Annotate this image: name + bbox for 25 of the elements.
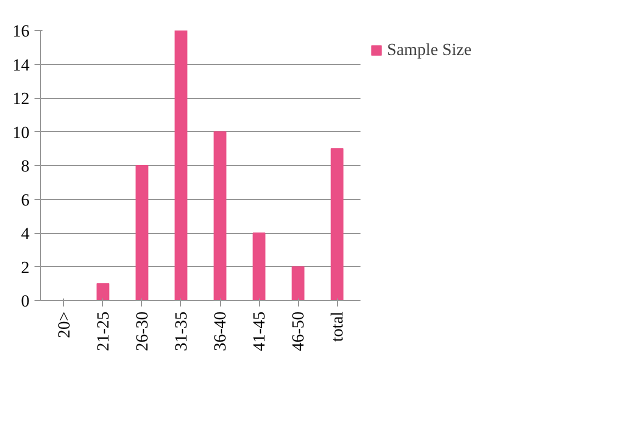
bar: [96, 283, 110, 300]
y-tick-label: 6: [21, 190, 30, 210]
y-tick-label: 12: [12, 89, 30, 108]
x-tick-label: 31-35: [171, 311, 190, 352]
x-tick-label: 46-50: [288, 311, 308, 352]
y-tick-label: 8: [21, 156, 30, 176]
y-tick-label: 14: [12, 55, 30, 74]
y-tick-label: 10: [12, 122, 30, 142]
x-tick-label: 41-45: [250, 311, 269, 352]
bar: [174, 30, 188, 300]
x-tick-label: total: [328, 311, 347, 342]
legend-label: Sample Size: [387, 40, 472, 60]
bar: [136, 165, 148, 300]
x-tick-label: 21-25: [93, 311, 112, 352]
bar: [214, 131, 226, 300]
x-tick-label: 36-40: [210, 311, 230, 352]
y-tick-label: 16: [12, 22, 30, 40]
y-tick-label: 4: [21, 224, 30, 243]
x-tick-label: 20>: [54, 311, 74, 338]
x-tick-label: 26-30: [132, 311, 152, 352]
y-tick-label: 0: [21, 292, 30, 310]
bar: [330, 148, 344, 300]
bar: [252, 232, 266, 300]
y-tick-label: 2: [21, 258, 30, 277]
bar: [292, 266, 304, 300]
